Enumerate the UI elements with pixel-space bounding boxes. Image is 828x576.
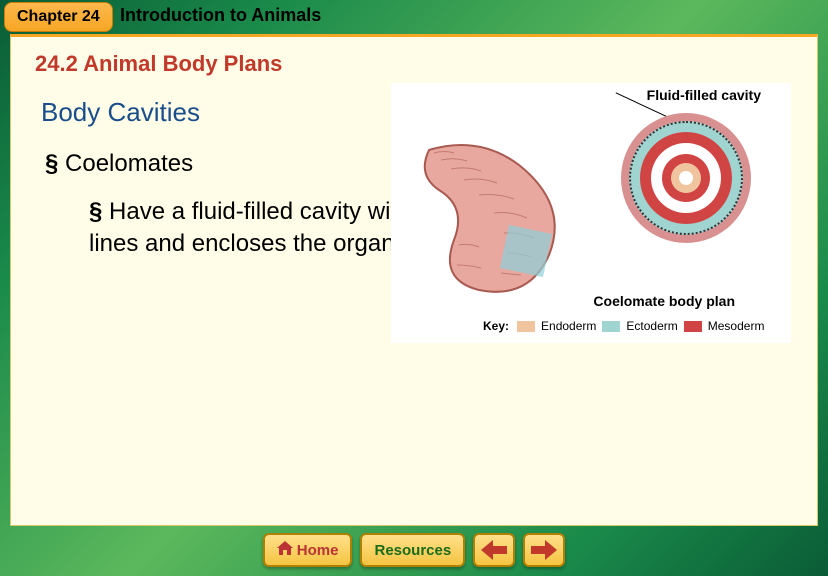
slide-frame: Chapter 24 Introduction to Animals 24.2 … [0, 0, 828, 576]
chapter-title: Introduction to Animals [120, 5, 321, 26]
arrow-left-icon [481, 540, 507, 560]
ring-gut [679, 171, 693, 185]
arrow-right-icon [531, 540, 557, 560]
diagram: Fluid-filled cavity [391, 83, 791, 343]
prev-button[interactable] [473, 533, 515, 567]
section-title: 24.2 Animal Body Plans [35, 51, 793, 77]
body-plan-label: Coelomate body plan [593, 293, 735, 309]
resources-label: Resources [374, 542, 451, 559]
legend: Key: Endoderm Ectoderm Mesoderm [483, 319, 764, 333]
cavity-label: Fluid-filled cavity [647, 87, 761, 103]
worm-illustration [409, 125, 589, 305]
swatch-endoderm [517, 321, 535, 332]
nav-bar: Home Resources [0, 528, 828, 572]
slide-content: 24.2 Animal Body Plans Body Cavities Coe… [10, 34, 818, 526]
swatch-ectoderm [602, 321, 620, 332]
resources-button[interactable]: Resources [360, 533, 465, 567]
slice-plane [500, 225, 552, 277]
home-button[interactable]: Home [263, 533, 353, 567]
home-icon [277, 541, 293, 559]
cross-section [621, 113, 751, 243]
swatch-mesoderm [684, 321, 702, 332]
legend-endoderm: Endoderm [541, 319, 596, 333]
next-button[interactable] [523, 533, 565, 567]
chapter-tab: Chapter 24 [4, 2, 113, 32]
legend-label: Key: [483, 319, 509, 333]
home-label: Home [297, 542, 339, 559]
legend-ectoderm: Ectoderm [626, 319, 677, 333]
legend-mesoderm: Mesoderm [708, 319, 765, 333]
